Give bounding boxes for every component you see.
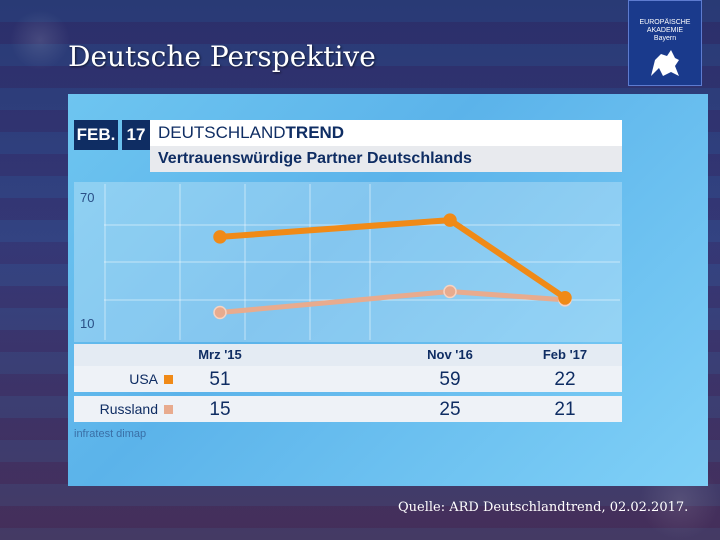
data-point-usa bbox=[213, 230, 227, 244]
slide-title: Deutsche Perspektive bbox=[68, 40, 376, 73]
academy-logo: EUROPÄISCHE AKADEMIE Bayern bbox=[628, 0, 702, 86]
logo-line-3: Bayern bbox=[653, 35, 677, 42]
table-header-row bbox=[74, 344, 622, 366]
header-month: FEB. bbox=[74, 120, 118, 150]
x-category-label: Mrz '15 bbox=[198, 347, 242, 362]
slide-source: Quelle: ARD Deutschlandtrend, 02.02.2017… bbox=[398, 500, 689, 515]
chart-source: infratest dimap bbox=[74, 428, 147, 440]
logo-line-1: EUROPÄISCHE bbox=[639, 19, 691, 26]
brand-part-a: DEUTSCHLAND bbox=[158, 123, 286, 142]
x-category-label: Feb '17 bbox=[542, 347, 588, 362]
data-label-usa: 51 bbox=[209, 369, 231, 390]
data-label-russland: 15 bbox=[209, 399, 231, 420]
y-tick-label: 10 bbox=[80, 316, 94, 331]
legend-label-usa: USA bbox=[129, 371, 158, 387]
legend-swatch-usa bbox=[164, 375, 173, 384]
series-line-russland bbox=[219, 289, 566, 315]
data-label-usa: 59 bbox=[439, 369, 461, 390]
header-brand: DEUTSCHLANDTREND bbox=[150, 120, 622, 146]
data-point-usa bbox=[558, 291, 572, 305]
data-point-russland bbox=[443, 284, 457, 299]
data-label-russland: 25 bbox=[439, 399, 461, 420]
logo-line-2: AKADEMIE bbox=[646, 27, 684, 34]
x-category-label: Nov '16 bbox=[427, 347, 473, 362]
data-label-usa: 22 bbox=[554, 369, 576, 390]
data-label-russland: 21 bbox=[554, 399, 576, 420]
legend-label-russland: Russland bbox=[99, 401, 158, 417]
data-point-russland bbox=[213, 305, 227, 320]
series-line-usa bbox=[219, 217, 567, 301]
y-tick-label: 70 bbox=[80, 190, 94, 205]
data-point-usa bbox=[443, 213, 457, 227]
brand-part-b: TREND bbox=[285, 123, 345, 142]
legend-swatch-russland bbox=[164, 405, 173, 414]
chart-subtitle: Vertrauenswürdige Partner Deutschlands bbox=[150, 146, 622, 172]
header-year: 17 bbox=[122, 120, 150, 150]
lion-emblem-icon bbox=[651, 50, 679, 76]
